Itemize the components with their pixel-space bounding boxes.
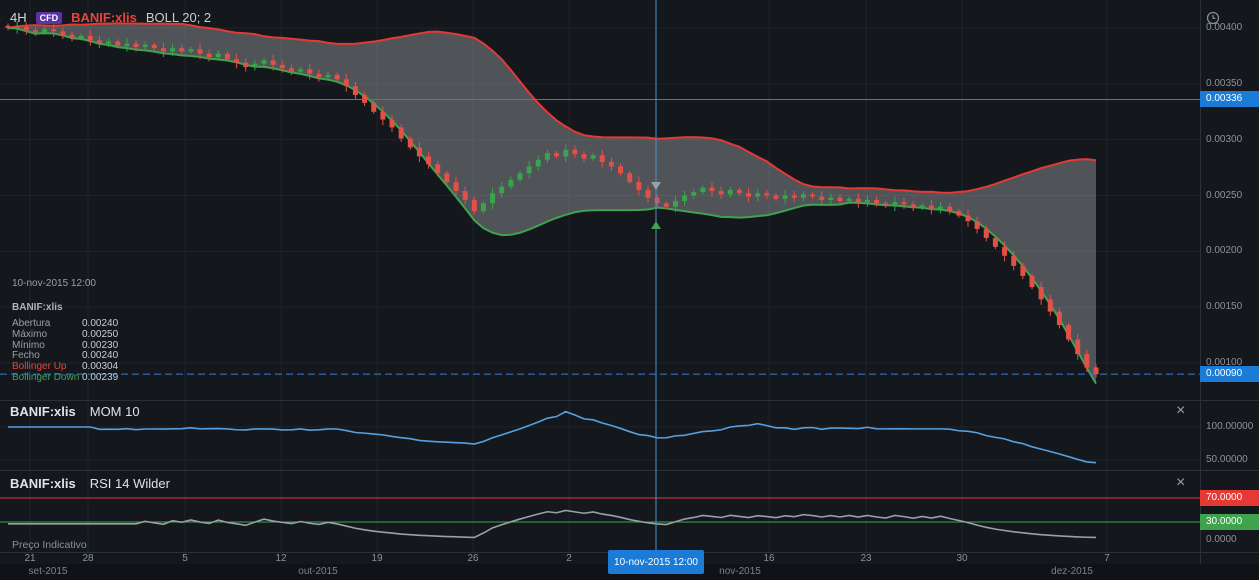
indicator-settings-label[interactable]: BOLL 20; 2 <box>146 10 211 25</box>
chart-header: 4H CFD BANIF:xlis BOLL 20; 2 <box>10 10 211 25</box>
symbol-label[interactable]: BANIF:xlis <box>71 10 137 25</box>
rsi-symbol-label: BANIF:xlis <box>10 476 76 491</box>
month-label: set-2015 <box>29 566 68 577</box>
month-label: out-2015 <box>298 566 337 577</box>
crosshair-marker-up <box>651 221 661 229</box>
tooltip-row: Bollinger Down0.00239 <box>12 373 118 384</box>
time-tick: 28 <box>82 553 93 564</box>
time-tick: 26 <box>467 553 478 564</box>
bollinger-band <box>8 23 1096 383</box>
bollinger-fill <box>8 23 1096 383</box>
mom-panel-header: BANIF:xlis MOM 10 <box>10 404 140 419</box>
month-label: nov-2015 <box>719 566 761 577</box>
price-axis-tick: 0.00150 <box>1206 301 1242 313</box>
rsi-panel-header: BANIF:xlis RSI 14 Wilder <box>10 476 170 491</box>
price-axis-badge: 0.00336 <box>1200 91 1259 107</box>
time-tick: 19 <box>371 553 382 564</box>
rsi-lines <box>0 498 1200 537</box>
mom-symbol-label: BANIF:xlis <box>10 404 76 419</box>
gridlines <box>0 0 1200 552</box>
crosshair-time-badge: 10-nov-2015 12:00 <box>608 550 704 574</box>
tooltip-row: Máximo0.00250 <box>12 330 118 341</box>
ohlc-tooltip: 10-nov-2015 12:00 BANIF:xlis Abertura0.0… <box>12 278 118 384</box>
tooltip-symbol: BANIF:xlis <box>12 302 118 313</box>
timeframe-button[interactable]: 4H <box>10 10 27 25</box>
time-tick: 30 <box>956 553 967 564</box>
price-axis-badge: 30.0000 <box>1200 514 1259 530</box>
price-axis-tick: 0.00300 <box>1206 134 1242 146</box>
crosshair <box>651 0 661 552</box>
time-tick: 7 <box>1104 553 1110 564</box>
price-axis-badge: 0.00090 <box>1200 366 1259 382</box>
price-note: Preço Indicativo <box>12 539 87 551</box>
price-axis-tick: 0.00200 <box>1206 245 1242 257</box>
price-axis-tick: 0.00350 <box>1206 78 1242 90</box>
tooltip-rows: Abertura0.00240Máximo0.00250Mínimo0.0023… <box>12 319 118 384</box>
price-axis-tick: 100.00000 <box>1206 421 1253 433</box>
month-label: dez-2015 <box>1051 566 1093 577</box>
clock-icon[interactable] <box>1206 11 1220 30</box>
time-tick: 21 <box>24 553 35 564</box>
mom-close-button[interactable]: × <box>1176 403 1185 419</box>
rsi-line <box>8 510 1096 537</box>
mom-line <box>8 412 1096 463</box>
time-tick: 12 <box>275 553 286 564</box>
cfd-badge: CFD <box>36 12 63 24</box>
price-axis-tick: 0.0000 <box>1206 534 1237 546</box>
mom-indicator-label[interactable]: MOM 10 <box>90 404 140 419</box>
tooltip-datetime: 10-nov-2015 12:00 <box>12 278 118 289</box>
trading-chart-window: 4H CFD BANIF:xlis BOLL 20; 2 10-nov-2015… <box>0 0 1259 580</box>
price-axis[interactable]: 0.004000.003500.003000.002500.002000.001… <box>1200 0 1259 580</box>
time-tick: 16 <box>763 553 774 564</box>
time-tick: 2 <box>566 553 572 564</box>
price-axis-tick: 50.00000 <box>1206 454 1248 466</box>
price-axis-tick: 0.00250 <box>1206 190 1242 202</box>
time-tick: 23 <box>860 553 871 564</box>
price-axis-badge: 70.0000 <box>1200 490 1259 506</box>
rsi-indicator-label[interactable]: RSI 14 Wilder <box>90 476 170 491</box>
rsi-close-button[interactable]: × <box>1176 475 1185 491</box>
time-tick: 5 <box>182 553 188 564</box>
chart-canvas[interactable] <box>0 0 1259 580</box>
